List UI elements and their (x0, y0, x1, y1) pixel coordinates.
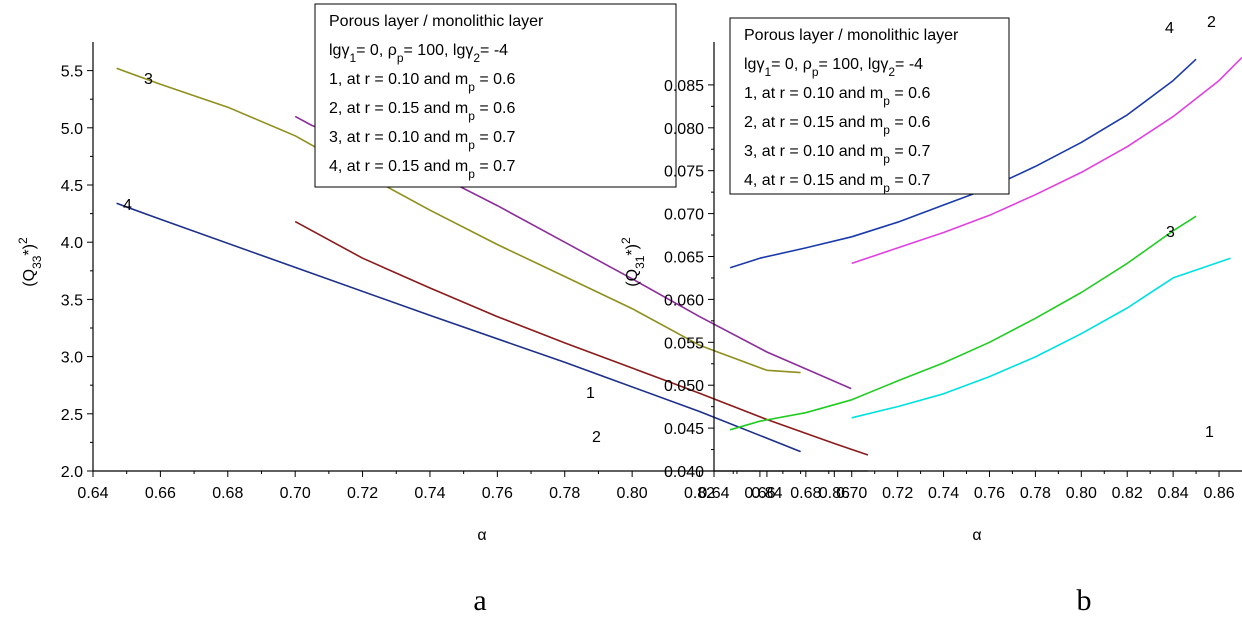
x-axis-label: α (477, 527, 486, 544)
series-line-3 (729, 215, 1197, 431)
x-tick-label: 0.72 (882, 485, 913, 502)
y-axis-label: (Q31*)2 (619, 237, 647, 287)
curve-label-4: 4 (123, 197, 132, 214)
y-axis-label-text: (Q31*)2 (619, 237, 647, 287)
x-tick-label: 0.68 (790, 485, 821, 502)
legend-params: lgγ1= 0, ρp= 100, lgγ2= -4 (329, 42, 508, 65)
y-tick-label: 3.0 (61, 350, 83, 367)
x-tick-label: 0.78 (549, 485, 580, 502)
x-tick-label: 0.76 (482, 485, 513, 502)
y-tick-label: 3.5 (61, 292, 83, 309)
x-tick-label: 0.64 (698, 485, 729, 502)
series-line-4 (116, 202, 801, 453)
legend-box (314, 3, 677, 188)
legend-params: lgγ1= 0, ρp= 100, lgγ2= -4 (744, 56, 923, 79)
legend-entry-1: 1, at r = 0.10 and mp = 0.6 (744, 85, 930, 108)
series-line-2 (294, 220, 869, 456)
curve-label-3: 3 (1166, 224, 1175, 241)
x-tick-label: 0.66 (145, 485, 176, 502)
x-tick-label: 0.70 (836, 485, 867, 502)
y-tick-label: 0.055 (664, 335, 704, 352)
y-tick-label: 2.5 (61, 407, 83, 424)
x-tick-label: 0.66 (744, 485, 775, 502)
legend-box (729, 17, 1010, 195)
y-tick-label: 0.040 (664, 464, 704, 481)
y-tick-label: 0.070 (664, 207, 704, 224)
curve-label-3: 3 (144, 71, 153, 88)
x-tick-label: 0.64 (77, 485, 108, 502)
series-line-1 (851, 257, 1231, 419)
y-tick-label: 5.5 (61, 64, 83, 81)
x-tick-label: 0.82 (684, 485, 715, 502)
x-tick-label: 0.68 (212, 485, 243, 502)
y-tick-label: 0.050 (664, 378, 704, 395)
y-tick-label: 0.080 (664, 121, 704, 138)
series-line-4 (729, 58, 1197, 269)
x-tick-label: 0.74 (414, 485, 445, 502)
y-axis-label-text: (Q33*)2 (16, 237, 44, 287)
panel-label: b (1077, 584, 1092, 617)
series-line-3 (116, 67, 801, 374)
y-tick-label: 2.0 (61, 464, 83, 481)
x-tick-label: 0.86 (1203, 485, 1234, 502)
legend-entry-2: 2, at r = 0.15 and mp = 0.6 (329, 100, 515, 123)
legend-entry-3: 3, at r = 0.10 and mp = 0.7 (744, 143, 930, 166)
curve-label-1: 1 (1205, 424, 1214, 441)
y-tick-label: 0.075 (664, 164, 704, 181)
y-tick-label: 4.5 (61, 178, 83, 195)
curve-label-4: 4 (1165, 20, 1174, 37)
y-tick-label: 0.060 (664, 292, 704, 309)
legend-entry-1: 1, at r = 0.10 and mp = 0.6 (329, 71, 515, 94)
y-tick-label: 5.0 (61, 121, 83, 138)
x-tick-label: 0.80 (617, 485, 648, 502)
legend-entry-3: 3, at r = 0.10 and mp = 0.7 (329, 129, 515, 152)
y-axis-label: (Q33*)2 (16, 237, 44, 287)
x-tick-label: 0.84 (751, 485, 782, 502)
legend-entry-2: 2, at r = 0.15 and mp = 0.6 (744, 114, 930, 137)
x-tick-label: 0.78 (1020, 485, 1051, 502)
y-tick-label: 0.045 (664, 421, 704, 438)
legend: Porous layer / monolithic layer lgγ1= 0, … (729, 17, 1010, 195)
x-tick-label: 0.80 (1066, 485, 1097, 502)
curve-label-1: 1 (586, 385, 595, 402)
legend-entry-4: 4, at r = 0.15 and mp = 0.7 (329, 158, 515, 181)
x-tick-label: 0.72 (347, 485, 378, 502)
legend-entry-4: 4, at r = 0.15 and mp = 0.7 (744, 172, 930, 195)
x-tick-label: 0.86 (819, 485, 850, 502)
curve-label-2: 2 (592, 429, 601, 446)
x-axis-label: α (972, 527, 981, 544)
legend: Porous layer / monolithic layer lgγ1= 0, … (314, 3, 677, 188)
curve-label-2: 2 (1207, 14, 1216, 31)
y-tick-label: 0.085 (664, 78, 704, 95)
panel-label: a (473, 584, 486, 617)
x-tick-label: 0.74 (928, 485, 959, 502)
legend-title: Porous layer / monolithic layer (744, 27, 959, 44)
y-tick-label: 0.065 (664, 250, 704, 267)
x-tick-label: 0.70 (280, 485, 311, 502)
legend-title: Porous layer / monolithic layer (329, 13, 544, 30)
chart-panel-b: 0.64 0.66 0.68 0.70 0.72 0.74 0.76 0.78 0.80 0.82… (619, 14, 1242, 617)
series-line-2 (851, 56, 1242, 265)
y-tick-label: 4.0 (61, 235, 83, 252)
x-tick-label: 0.76 (974, 485, 1005, 502)
x-tick-label: 0.84 (1158, 485, 1189, 502)
x-tick-label: 0.82 (1112, 485, 1143, 502)
chart-panel-a: 0.64 0.66 0.68 0.70 0.72 0.74 0.76 0.78 0.80 0.82… (16, 3, 869, 617)
